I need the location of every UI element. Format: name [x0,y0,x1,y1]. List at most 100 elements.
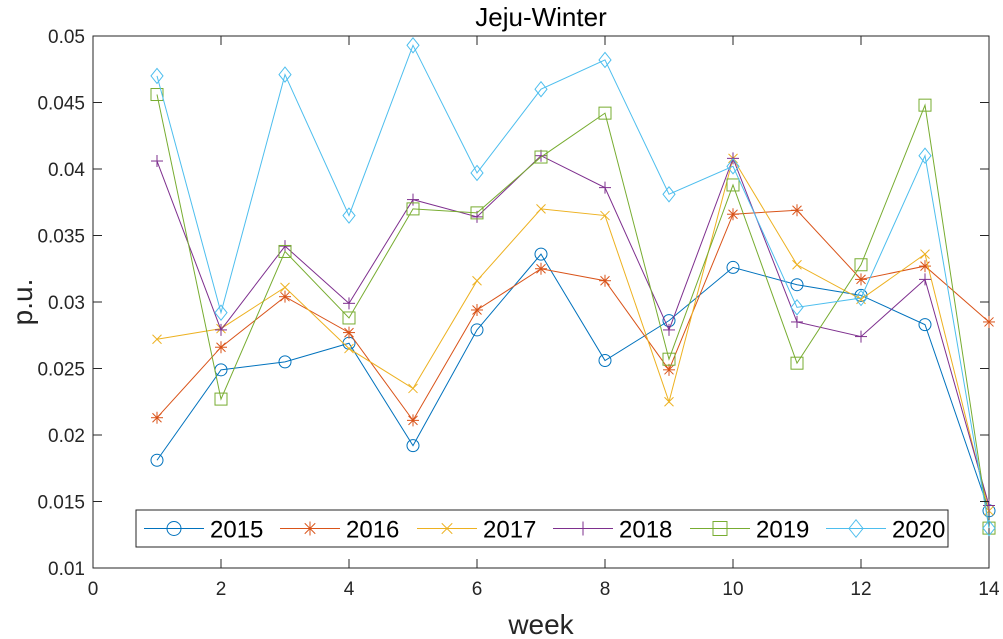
data-point-plus [599,181,611,194]
point-diamond [854,289,868,307]
y-tick-label: 0.05 [48,27,85,48]
point-x-b [920,249,930,259]
data-point-circle [406,439,420,453]
data-point-diamond [790,299,804,316]
point-ast-d2 [304,522,316,535]
point-x-b [408,383,418,394]
point-ast-d2 [600,275,610,286]
x-axis-title: week [507,609,574,639]
point-circle [470,323,484,337]
point-circle [918,318,932,332]
data-point-circle [470,323,484,337]
data-point-asterisk [407,414,419,427]
point-ast-d2 [792,205,802,216]
point-diamond [790,299,804,316]
data-point-diamond [534,80,548,98]
data-point-asterisk [343,326,355,339]
data-point-x [664,396,674,407]
point-x-b [344,343,354,354]
data-point-circle [790,278,804,292]
data-point-plus [535,149,547,162]
data-point-diamond [150,67,164,85]
legend-entry-2020: 2020 [826,517,945,544]
series-line-2020 [156,44,990,529]
point-diamond [662,185,676,203]
data-point-asterisk [151,411,163,424]
y-tick-label: 0.01 [48,559,85,580]
legend-entry-2016: 2016 [280,517,399,544]
series-2016 [151,204,995,427]
point-x-b [280,282,290,293]
data-point-diamond [662,185,676,203]
point-circle [278,355,292,369]
point-diamond [278,66,292,83]
y-tick-label: 0.03 [48,293,85,314]
data-point-diamond [598,51,612,69]
point-ast-d2 [408,415,418,426]
point-circle [150,453,164,467]
y-tick-label: 0.035 [37,227,85,248]
legend-label: 2018 [619,517,672,544]
point-x-b [441,522,453,535]
legend-entry-2017: 2017 [417,517,536,544]
data-point-x [600,210,610,221]
series-2019 [150,88,996,535]
data-point-square [342,311,356,325]
data-point-diamond [982,519,996,537]
series-line-2017 [156,157,990,511]
point-diamond [470,164,484,182]
data-point-asterisk [215,341,227,354]
x-tick-label: 4 [344,579,355,600]
data-point-asterisk [471,303,483,316]
point-square [470,206,484,220]
point-diamond [918,147,932,165]
series-2017 [152,153,994,516]
point-circle [406,439,420,453]
legend-box [135,509,949,548]
data-point-diamond [278,66,292,83]
data-point-plus [407,193,419,206]
point-circle [790,278,804,292]
point-square [342,311,356,325]
data-point-x [408,383,418,394]
point-ast-d2 [664,364,674,375]
point-square [214,392,228,406]
data-point-square [534,150,548,164]
point-ast-d2 [920,261,930,271]
data-point-diamond [342,207,356,224]
data-point-plus [576,521,590,536]
point-ast-d2 [344,327,354,338]
point-ast-d2 [216,342,226,353]
data-point-square [790,356,804,370]
series-line-2019 [156,94,990,529]
point-ast-d2 [152,412,162,423]
x-tick-label: 14 [978,579,1000,600]
point-diamond [214,304,228,321]
y-tick-label: 0.045 [37,94,85,115]
data-point-asterisk [983,315,995,328]
point-circle [534,247,548,261]
data-point-square [726,178,740,192]
data-point-asterisk [727,208,739,221]
point-square [790,356,804,370]
data-point-diamond [854,289,868,307]
point-x-b [664,396,674,407]
data-point-diamond [214,304,228,321]
legend-entry-2019: 2019 [690,517,809,544]
data-point-plus [215,323,227,336]
y-tick-label: 0.04 [48,160,85,181]
legend-label: 2019 [756,517,809,544]
data-point-x [344,343,354,354]
data-point-asterisk [919,260,931,273]
point-x-b [152,334,162,345]
data-point-plus [855,330,867,343]
x-tick-label: 12 [850,579,871,600]
data-point-plus [663,323,675,336]
point-ast-d2 [472,305,482,315]
point-diamond [848,518,864,539]
data-point-asterisk [279,290,291,303]
legend-label: 2015 [210,517,263,544]
data-point-circle [534,247,548,261]
series-2020 [150,37,996,537]
